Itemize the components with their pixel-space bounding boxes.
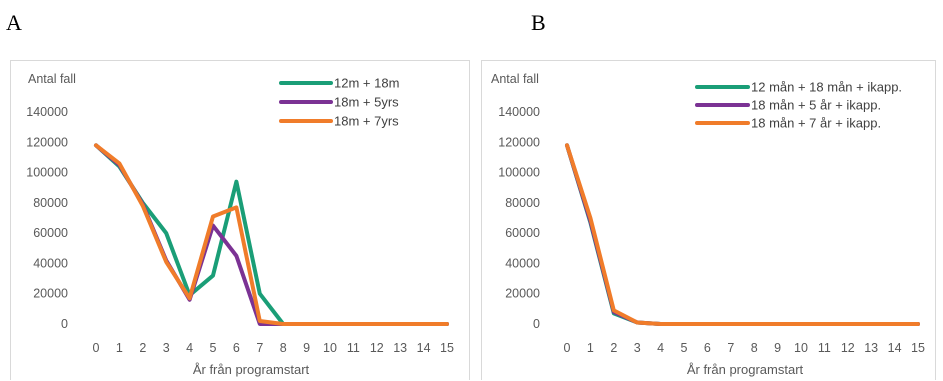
chart-b-x-tick-label: 1 [587,341,594,355]
chart-a-x-tick-label: 11 [347,341,360,355]
chart-a-x-tick-label: 7 [256,341,263,355]
chart-b-series-line-3 [565,143,920,326]
chart-b-x-tick-label: 14 [888,341,902,355]
chart-b-x-tick-label: 13 [864,341,878,355]
chart-a-x-tick-label: 0 [93,341,100,355]
chart-a-y-tick-label: 120000 [26,135,68,149]
chart-b-y-tick-label: 60000 [505,226,540,240]
chart-a-x-tick-label: 15 [440,341,454,355]
chart-b-x-tick-label: 8 [751,341,758,355]
chart-a-y-tick-label: 40000 [33,256,68,270]
chart-b-y-tick-label: 20000 [505,287,540,301]
chart-b-y-tick-label: 80000 [505,196,540,210]
chart-a-x-axis-label: År från programstart [193,362,310,377]
chart-b-legend-label-3: 18 mån + 7 år + ikapp. [751,116,881,131]
chart-a-svg: Antal fall020000400006000080000100000120… [26,72,454,377]
chart-b-x-tick-label: 12 [841,341,855,355]
chart-a-x-tick-label: 13 [393,341,407,355]
chart-b-x-axis-label: År från programstart [687,362,804,377]
chart-b-y-tick-label: 120000 [498,135,540,149]
chart-b-y-tick-label: 140000 [498,105,540,119]
chart-b-legend-label-1: 12 mån + 18 mån + ikapp. [751,80,902,95]
chart-b-x-tick-label: 9 [774,341,781,355]
chart-a-legend-label-1: 12m + 18m [334,76,399,91]
chart-a-x-tick-label: 5 [210,341,217,355]
chart-a-y-axis-label: Antal fall [28,72,76,86]
chart-a-y-tick-label: 140000 [26,105,68,119]
chart-b-x-tick-label: 5 [681,341,688,355]
chart-a-y-tick-label: 80000 [33,196,68,210]
chart-a-legend-label-2: 18m + 5yrs [334,95,399,110]
chart-b-series-line-1 [565,143,920,326]
chart-a-x-tick-label: 4 [186,341,193,355]
chart-a-y-tick-label: 100000 [26,166,68,180]
chart-a-legend-label-3: 18m + 7yrs [334,114,399,129]
chart-a-y-tick-label: 0 [61,317,68,331]
chart-a-x-tick-label: 8 [280,341,287,355]
chart-a-series-line-1 [94,143,449,326]
panel-letter-a: A [6,10,22,35]
chart-a-series-line-2 [94,143,449,326]
chart-a-x-tick-label: 10 [323,341,337,355]
chart-panel-a: Antal fall 0 20000 40000 60000 80000 100000 120… [10,60,470,380]
chart-panel-b: Antal fall 0 20000 40000 60000 80000 100000 120… [481,60,936,380]
chart-a-x-tick-label: 3 [163,341,170,355]
chart-b-x-tick-label: 6 [704,341,711,355]
chart-a-y-tick-label: 60000 [33,226,68,240]
chart-a-x-tick-label: 9 [303,341,310,355]
chart-b-x-tick-label: 2 [610,341,617,355]
chart-a-y-tick-label: 20000 [33,287,68,301]
panel-letter-b: B [531,10,546,35]
chart-b-x-tick-label: 0 [564,341,571,355]
chart-b-x-tick-label: 15 [911,341,925,355]
chart-b-x-tick-label: 11 [818,341,831,355]
chart-a-x-tick-label: 12 [370,341,384,355]
chart-b-x-tick-label: 3 [634,341,641,355]
chart-a-x-tick-label: 1 [116,341,123,355]
chart-b-y-tick-label: 0 [533,317,540,331]
chart-b-x-tick-label: 10 [794,341,808,355]
chart-b-legend-label-2: 18 mån + 5 år + ikapp. [751,98,881,113]
chart-b-svg: Antal fall020000400006000080000100000120… [491,72,925,377]
chart-b-y-tick-label: 100000 [498,166,540,180]
chart-b-x-tick-label: 4 [657,341,664,355]
chart-b-y-axis-label: Antal fall [491,72,539,86]
chart-a-x-tick-label: 14 [417,341,431,355]
chart-b-x-tick-label: 7 [727,341,734,355]
chart-a-x-tick-label: 2 [139,341,146,355]
chart-a-x-tick-label: 6 [233,341,240,355]
chart-b-y-tick-label: 40000 [505,256,540,270]
chart-b-series-line-2 [565,143,920,326]
chart-a-series-line-3 [94,143,449,326]
